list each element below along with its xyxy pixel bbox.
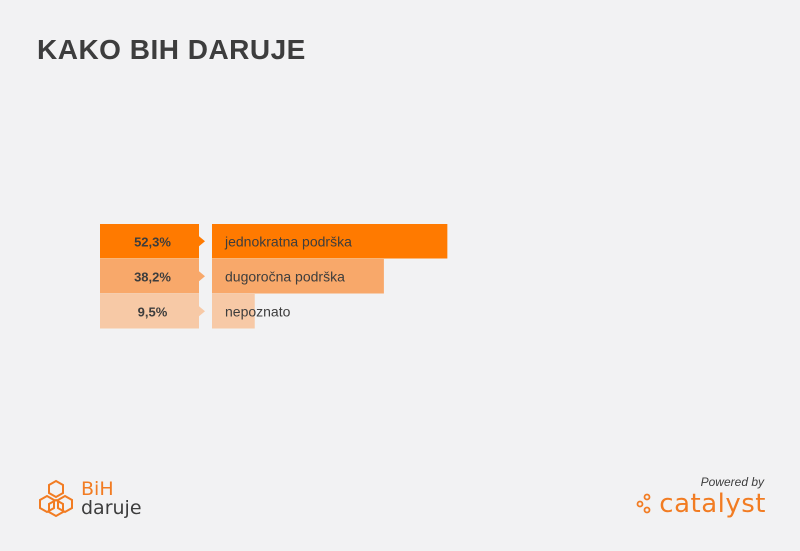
value-label-box [100,294,199,329]
bar [212,224,448,259]
powered-by-text: Powered by [700,475,764,489]
value-label-box [100,259,199,294]
catalyst-dots-icon [636,493,651,514]
bar [212,259,384,294]
logo-text-bih: BiH [81,478,114,500]
page-title: KAKO BIH DARUJE [37,34,306,65]
value-label: 38,2% [134,269,171,284]
catalyst-text: catalyst [659,489,766,519]
value-label-box [100,224,199,259]
value-label: 52,3% [134,234,171,249]
value-label: 9,5% [138,304,168,319]
category-label: dugoročna podrška [225,268,345,284]
pointer-arrow [199,271,205,282]
hexagon-cluster-icon [39,479,73,518]
pointer-arrow [199,236,205,247]
category-label: nepoznato [225,303,291,319]
category-label: jednokratna podrška [224,233,352,249]
logo-text-daruje: daruje [81,497,142,519]
pointer-arrow [199,306,205,317]
bar [212,294,255,329]
bih-daruje-logo: BiH daruje [36,478,166,522]
catalyst-logo: Powered by catalyst [626,475,766,525]
